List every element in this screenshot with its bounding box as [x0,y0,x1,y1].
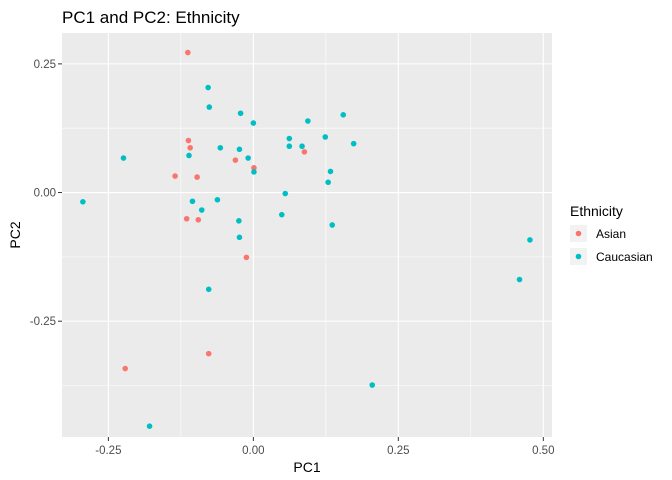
point-asian [243,254,250,261]
legend: Ethnicity Asian Caucasian [570,203,653,265]
point-caucasian [217,144,224,151]
point-caucasian [250,120,257,126]
point-caucasian [305,118,311,124]
point-caucasian [369,382,376,388]
point-caucasian [322,134,329,140]
x-tick-label: -0.25 [95,445,121,457]
point-caucasian [146,423,153,429]
point-caucasian [236,218,242,224]
legend-label-asian: Asian [596,227,626,241]
point-caucasian [237,110,244,117]
legend-label-caucasian: Caucasian [596,250,653,264]
point-asian [232,157,239,163]
chart-title: PC1 and PC2: Ethnicity [62,8,240,27]
point-caucasian [278,211,285,218]
point-caucasian [286,135,293,142]
x-tick-label: 0.50 [532,445,554,457]
grid-minor [62,33,552,437]
point-caucasian [189,198,196,205]
point-caucasian [327,168,334,175]
point-caucasian [325,179,331,186]
point-caucasian [299,143,305,150]
plot-panel [62,33,552,437]
point-asian [205,350,212,357]
point-asian [251,165,257,171]
point-caucasian [205,286,212,293]
point-caucasian [286,143,293,150]
point-caucasian [236,146,243,153]
point-asian [195,217,202,223]
legend-swatch-asian [575,230,582,237]
point-caucasian [516,276,523,283]
point-asian [122,365,129,372]
point-asian [187,144,193,151]
point-caucasian [282,190,289,197]
point-caucasian [236,234,243,241]
y-tick-label: -0.25 [30,316,56,328]
point-caucasian [350,140,357,147]
point-caucasian [245,155,251,161]
data-points [80,49,533,429]
point-asian [183,215,190,222]
point-caucasian [186,152,192,159]
legend-swatch-caucasian [575,253,582,260]
y-tick-label: 0.00 [34,188,56,200]
point-caucasian [340,112,347,118]
point-caucasian [251,169,257,175]
point-caucasian [198,207,205,213]
point-asian [194,174,200,180]
x-axis: -0.25 0.00 0.25 0.50 [95,437,554,457]
point-asian [185,49,191,56]
point-caucasian [120,155,127,161]
point-asian [172,173,178,179]
point-caucasian [80,199,86,205]
legend-title: Ethnicity [570,203,623,219]
x-axis-title: PC1 [293,459,320,475]
y-axis-title: PC2 [7,221,23,248]
y-axis: -0.25 0.00 0.25 [30,59,62,328]
point-caucasian [205,84,211,91]
point-caucasian [329,222,336,228]
x-tick-label: 0.25 [387,445,409,457]
point-asian [301,149,308,155]
y-tick-label: 0.25 [34,59,56,71]
point-caucasian [214,196,221,203]
grid-major [62,33,552,437]
point-caucasian [527,237,533,243]
x-tick-label: 0.00 [242,445,264,457]
point-caucasian [206,104,213,110]
point-asian [185,137,192,144]
